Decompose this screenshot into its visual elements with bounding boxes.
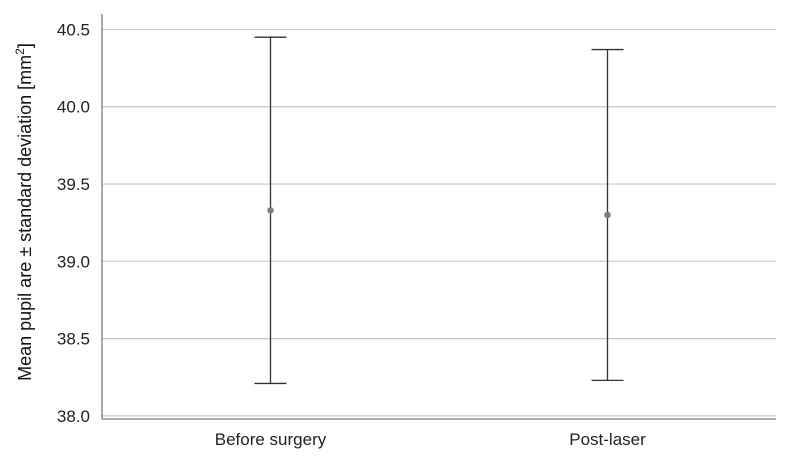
mean-point bbox=[267, 207, 274, 214]
y-tick-label: 38.0 bbox=[57, 407, 90, 426]
x-tick-labels: Before surgery Post-laser bbox=[215, 430, 646, 449]
y-tick-label: 39.0 bbox=[57, 252, 90, 271]
y-tick-labels: 38.0 38.5 39.0 39.5 40.0 40.5 bbox=[57, 20, 90, 425]
error-bars bbox=[254, 36, 624, 385]
mean-point bbox=[604, 211, 611, 219]
error-bar bbox=[591, 48, 624, 382]
y-tick-label: 38.5 bbox=[57, 330, 90, 349]
axes bbox=[101, 14, 776, 420]
y-tick-label: 39.5 bbox=[57, 175, 90, 194]
error-bar bbox=[254, 36, 287, 385]
x-tick-label: Post-laser bbox=[569, 430, 646, 449]
y-axis-title: Mean pupil are ± standard deviation [mm2… bbox=[13, 43, 35, 381]
grid-lines bbox=[102, 28, 776, 417]
y-axis-title-main: Mean pupil are ± standard deviation [mm bbox=[15, 55, 35, 381]
x-tick-label: Before surgery bbox=[215, 430, 327, 449]
y-tick-label: 40.5 bbox=[57, 20, 90, 39]
y-tick-label: 40.0 bbox=[57, 98, 90, 117]
y-axis-title-superscript: 2 bbox=[13, 48, 27, 55]
y-axis-title-suffix: ] bbox=[15, 43, 35, 48]
